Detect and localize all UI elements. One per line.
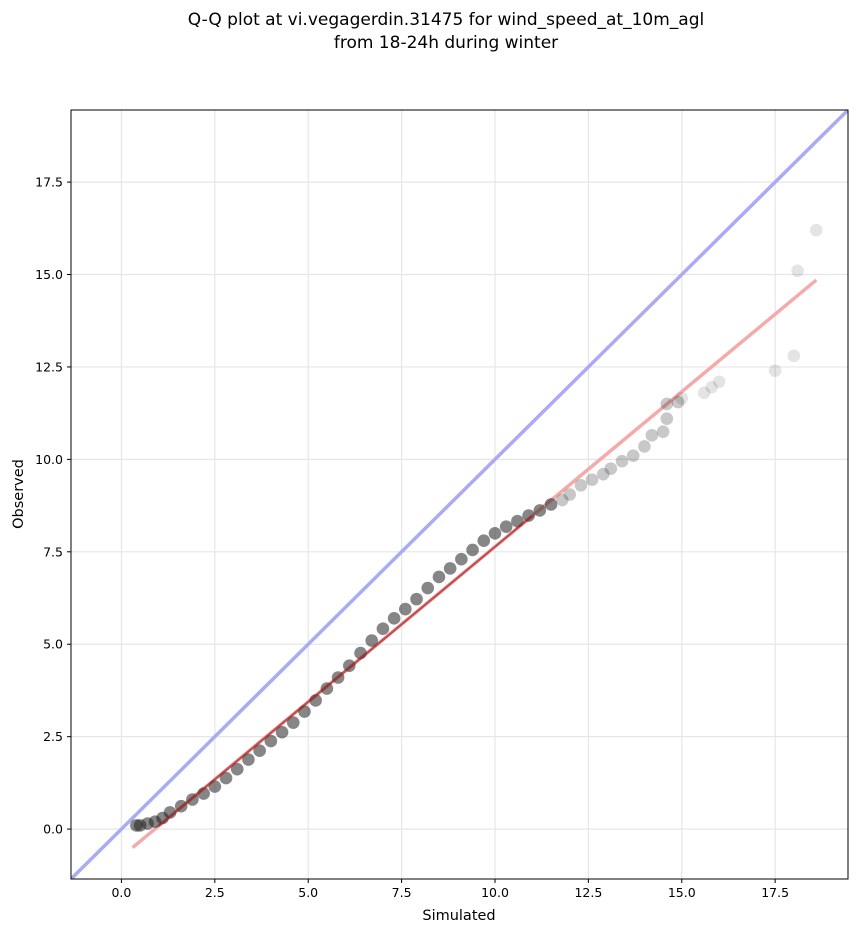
data-point-57	[712, 375, 726, 389]
data-point-32	[466, 543, 479, 557]
reference-lines	[71, 110, 848, 879]
data-point-59	[787, 349, 801, 363]
y-axis-label: Observed	[11, 459, 27, 529]
data-point-35	[499, 520, 513, 533]
data-point-13	[253, 744, 266, 758]
data-point-53	[671, 395, 685, 409]
x-tick-label-1: 2.5	[205, 885, 225, 900]
y-tick-label-7: 17.5	[35, 175, 63, 190]
data-point-50	[656, 425, 670, 438]
data-point-16	[286, 716, 300, 729]
data-point-39	[544, 498, 558, 511]
y-tick-label-1: 2.5	[43, 729, 63, 744]
x-tick-label-6: 15.0	[668, 885, 696, 900]
data-point-27	[410, 592, 423, 606]
data-point-25	[387, 612, 401, 625]
y-tick-label-0: 0.0	[43, 822, 63, 837]
data-point-10	[219, 771, 233, 785]
data-point-54	[675, 392, 689, 405]
data-point-19	[320, 682, 334, 695]
data-point-26	[399, 602, 412, 616]
chart-title-line-1: Q-Q plot at vi.vegagerdin.31475 for wind…	[188, 10, 704, 30]
axis-ticks: 0.0 2.5 5.0 7.5 10.0 12.5 15.0 17.5 0.0 2.5 5.0 7.5…	[35, 175, 789, 900]
scatter-points	[130, 223, 823, 832]
data-point-49	[645, 429, 659, 442]
data-point-60	[791, 264, 804, 278]
data-point-33	[477, 534, 491, 548]
data-point-55	[697, 386, 711, 400]
data-point-17	[298, 705, 311, 718]
fit-line-overlay	[158, 514, 534, 827]
data-point-11	[230, 762, 244, 776]
data-point-42	[574, 478, 588, 492]
x-axis-label: Simulated	[422, 908, 495, 924]
data-point-43	[585, 473, 599, 487]
data-point-47	[626, 449, 640, 462]
data-point-29	[432, 570, 446, 584]
y-tick-label-2: 5.0	[43, 637, 63, 652]
plot-frame	[70, 109, 849, 880]
data-point-28	[421, 581, 435, 595]
data-point-31	[455, 552, 468, 566]
data-point-9	[208, 780, 222, 793]
data-point-40	[555, 493, 569, 507]
data-point-44	[597, 467, 610, 481]
y-tick-label-3: 7.5	[43, 544, 63, 559]
data-point-37	[522, 509, 535, 522]
data-point-15	[275, 725, 289, 739]
grid-lines	[71, 110, 848, 879]
data-point-21	[343, 659, 356, 672]
data-point-46	[615, 454, 629, 468]
data-point-30	[443, 562, 457, 575]
data-point-56	[705, 380, 718, 394]
data-point-38	[533, 504, 547, 517]
data-point-24	[376, 622, 390, 636]
x-tick-label-5: 12.5	[574, 885, 602, 900]
data-point-12	[242, 753, 255, 766]
chart-title-line-2: from 18-24h during winter	[334, 33, 558, 53]
data-point-41	[563, 488, 576, 501]
y-tick-label-4: 10.0	[35, 452, 63, 467]
data-point-52	[660, 397, 674, 411]
y-tick-label-5: 12.5	[35, 359, 63, 374]
x-tick-label-2: 5.0	[298, 885, 318, 900]
x-tick-label-7: 17.5	[761, 885, 789, 900]
data-point-51	[660, 412, 674, 426]
data-point-14	[264, 734, 278, 748]
data-point-23	[365, 634, 379, 647]
data-point-34	[488, 527, 502, 540]
data-point-61	[809, 223, 823, 237]
data-point-58	[768, 364, 782, 377]
data-point-5	[163, 806, 177, 819]
y-tick-label-6: 15.0	[35, 267, 63, 282]
identity-line	[71, 110, 848, 879]
data-point-48	[638, 440, 651, 453]
data-point-45	[604, 462, 618, 475]
x-tick-label-4: 10.0	[481, 885, 509, 900]
x-tick-label-3: 7.5	[392, 885, 412, 900]
x-tick-label-0: 0.0	[111, 885, 131, 900]
